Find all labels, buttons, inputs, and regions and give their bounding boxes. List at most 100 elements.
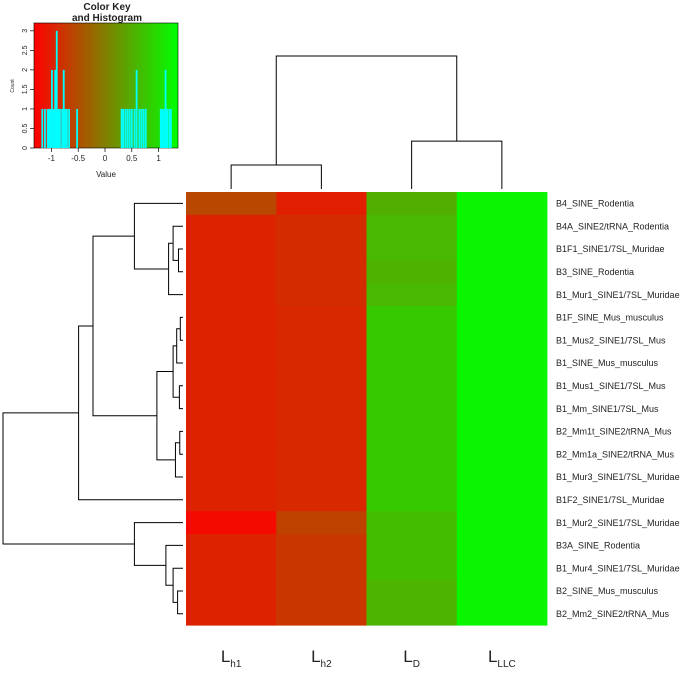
heatmap-cell — [366, 351, 458, 375]
heatmap-cell — [456, 579, 548, 603]
color-key-x-tick-label: -0.5 — [71, 154, 85, 163]
heatmap-cell — [456, 511, 548, 535]
heatmap-cell — [456, 374, 548, 398]
histogram-bar — [126, 108, 129, 148]
color-key-y-tick-label: 2 — [22, 68, 29, 72]
heatmap-cell — [366, 260, 458, 284]
heatmap-cell — [186, 192, 277, 216]
heatmap-cell — [366, 511, 458, 535]
histogram-bar — [168, 108, 171, 148]
heatmap-cell — [366, 192, 458, 216]
heatmap-cell — [366, 488, 458, 512]
heatmap-cell — [456, 420, 548, 444]
heatmap-cell — [456, 465, 548, 489]
color-key-y-tick-label: 0 — [22, 146, 29, 150]
column-labels: Lh1 Lh2 LD LLLC — [221, 647, 516, 670]
histogram-bar — [48, 108, 51, 148]
heatmap-cell — [186, 214, 277, 238]
column-dendrogram — [230, 55, 503, 189]
row-dendrogram-branch — [165, 544, 183, 586]
heatmap-cell — [186, 283, 277, 307]
heatmap-cell — [186, 488, 277, 512]
row-label: B2_SINE_Mus_musculus — [556, 586, 659, 596]
color-key-title-line1: Color Key — [83, 2, 131, 13]
color-key-x-axis: -1 -0.5 0 0.5 1 — [48, 148, 161, 163]
histogram-bar — [66, 108, 68, 148]
row-label: B4A_SINE2/tRNA_Rodentia — [556, 221, 669, 231]
row-dendrogram-branch — [133, 522, 183, 566]
row-label: B1F_SINE_Mus_musculus — [556, 313, 664, 323]
histogram-bar — [166, 108, 169, 148]
heatmap-cell — [276, 237, 367, 261]
column-dendrogram-branch — [411, 140, 503, 189]
row-label: B1F1_SINE1/7SL_Muridae — [556, 244, 665, 254]
heatmap-cell — [276, 442, 367, 466]
row-label: B1_SINE_Mus_musculus — [556, 358, 659, 368]
color-key-xlabel: Value — [96, 170, 116, 179]
heatmap-cell — [276, 397, 367, 421]
histogram-bar — [68, 108, 70, 148]
row-label: B1_Mur3_SINE1/7SL_Muridae — [556, 472, 680, 482]
heatmap-cell — [276, 534, 367, 558]
heatmap-cell — [186, 397, 277, 421]
column-label: Lh1 — [221, 647, 242, 670]
histogram-bar — [59, 108, 61, 148]
heatmap-cell — [366, 602, 458, 626]
color-key-y-tick-label: 2.5 — [22, 45, 29, 55]
heatmap-cell — [276, 306, 367, 330]
histogram-bar — [164, 69, 167, 149]
heatmap-cell — [366, 465, 458, 489]
heatmap-cell — [456, 214, 548, 238]
color-key-x-tick-label: 1 — [156, 154, 161, 163]
heatmap-cell — [456, 328, 548, 352]
row-label: B4_SINE_Rodentia — [556, 199, 634, 209]
histogram-bar — [140, 108, 143, 148]
row-label: B1_Mus2_SINE1/7SL_Mus — [556, 335, 666, 345]
heatmap-cell — [366, 283, 458, 307]
color-key-y-tick-label: 1.5 — [22, 84, 29, 94]
heatmap-cell — [186, 237, 277, 261]
histogram-bar — [61, 108, 64, 148]
heatmap-cell — [366, 442, 458, 466]
histogram-bar — [51, 69, 53, 149]
heatmap-cell — [366, 214, 458, 238]
heatmap-cell — [186, 579, 277, 603]
heatmap-cell — [186, 511, 277, 535]
heatmap-cell — [366, 579, 458, 603]
heatmap-cell — [366, 237, 458, 261]
histogram-bar — [163, 108, 165, 148]
histogram-bar — [49, 108, 52, 148]
heatmap-cell — [186, 306, 277, 330]
heatmap-cell — [276, 260, 367, 284]
color-key-ylabel: Count — [10, 79, 16, 93]
heatmap-cell — [366, 556, 458, 580]
heatmap-cell — [186, 534, 277, 558]
heatmap-cell — [366, 397, 458, 421]
color-key-title-line2: and Histogram — [72, 13, 142, 24]
color-key-y-tick-label: 0.5 — [22, 123, 29, 133]
heatmap-grid — [186, 192, 548, 626]
histogram-bar — [55, 30, 58, 149]
heatmap-cell — [276, 556, 367, 580]
row-label: B2_Mm1t_SINE2/tRNA_Mus — [556, 427, 672, 437]
column-dendrogram-branch — [230, 164, 322, 189]
heatmap-cell — [366, 328, 458, 352]
row-label: B1F2_SINE1/7SL_Muridae — [556, 495, 665, 505]
heatmap-cell — [456, 602, 548, 626]
histogram-bar — [144, 108, 147, 148]
heatmap-cell — [276, 374, 367, 398]
heatmap-cell — [276, 511, 367, 535]
row-label: B1_Mus1_SINE1/7SL_Mus — [556, 381, 666, 391]
histogram-bar — [46, 108, 49, 148]
heatmap-cell — [186, 442, 277, 466]
row-label: B1_Mur2_SINE1/7SL_Muridae — [556, 518, 680, 528]
color-key-x-tick-label: 0.5 — [126, 154, 138, 163]
heatmap-cell — [456, 283, 548, 307]
color-key-x-tick-label: -1 — [48, 154, 56, 163]
heatmap-cell — [456, 442, 548, 466]
row-dendrogram-branch — [2, 412, 135, 545]
heatmap-cell — [456, 534, 548, 558]
row-label: B1_Mm_SINE1/7SL_Mus — [556, 404, 659, 414]
heatmap-cell — [276, 602, 367, 626]
histogram-bar — [138, 108, 141, 148]
